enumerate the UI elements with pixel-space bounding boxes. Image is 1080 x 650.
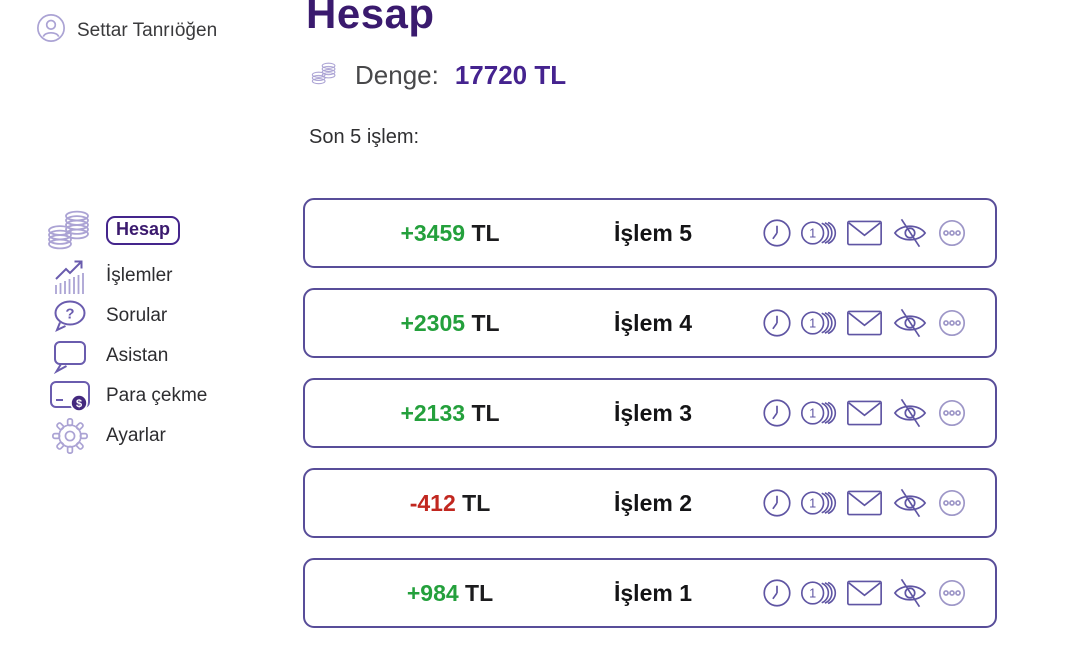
recent-transactions-header: Son 5 işlem: xyxy=(309,126,420,148)
svg-text:1: 1 xyxy=(809,317,816,331)
sidebar-item-asistan[interactable]: Asistan xyxy=(42,336,207,376)
sidebar-item-label: Hesap xyxy=(106,215,181,245)
transactions-list: +3459 TL İşlem 5 1 xyxy=(303,198,997,628)
mail-icon[interactable] xyxy=(846,219,883,247)
amount-value: +984 xyxy=(406,579,459,606)
transaction-amount: +984 TL xyxy=(350,580,550,607)
amount-currency: TL xyxy=(465,579,494,606)
sidebar-item-label: Sorular xyxy=(106,305,168,326)
amount-value: +3459 xyxy=(400,219,466,246)
profile-button[interactable]: Settar Tanrıöğen xyxy=(36,13,217,48)
amount-currency: TL xyxy=(471,399,500,426)
balance-value: 17720 TL xyxy=(454,60,567,90)
gear-icon xyxy=(42,417,98,455)
coin-stack-icon[interactable]: 1 xyxy=(800,578,838,608)
mail-icon[interactable] xyxy=(846,489,883,517)
coin-stack-icon[interactable]: 1 xyxy=(800,308,838,338)
sidebar-item-label: Asistan xyxy=(106,345,169,366)
transaction-label: İşlem 3 xyxy=(614,399,692,426)
transaction-row: -412 TL İşlem 2 1 xyxy=(303,468,997,538)
coins-icon xyxy=(42,207,98,253)
svg-text:1: 1 xyxy=(809,407,816,421)
user-avatar-icon xyxy=(36,13,66,48)
amount-value: +2133 xyxy=(400,399,466,426)
eye-off-icon[interactable] xyxy=(891,486,929,520)
mail-icon[interactable] xyxy=(846,399,883,427)
mail-icon[interactable] xyxy=(846,309,883,337)
sidebar-nav: Hesap İşlemler ? Sorular xyxy=(42,204,207,456)
clock-icon[interactable] xyxy=(762,578,792,608)
clock-icon[interactable] xyxy=(762,398,792,428)
transaction-row: +2133 TL İşlem 3 1 xyxy=(303,378,997,448)
balance-row: Denge: 17720 TL xyxy=(310,58,566,93)
chat-bubble-icon xyxy=(42,338,98,374)
transaction-label: İşlem 2 xyxy=(614,489,692,516)
user-name: Settar Tanrıöğen xyxy=(77,19,218,41)
mail-icon[interactable] xyxy=(846,579,883,607)
svg-text:$: $ xyxy=(76,398,82,410)
transaction-label: İşlem 4 xyxy=(614,309,692,336)
more-options-icon[interactable] xyxy=(937,488,967,518)
coins-icon xyxy=(310,58,339,93)
sidebar-item-ayarlar[interactable]: Ayarlar xyxy=(42,416,207,456)
transaction-actions: 1 xyxy=(762,396,967,430)
svg-text:?: ? xyxy=(65,306,74,323)
transaction-label: İşlem 5 xyxy=(614,219,692,246)
amount-value: -412 xyxy=(409,489,456,516)
transaction-amount: +2133 TL xyxy=(350,400,550,427)
eye-off-icon[interactable] xyxy=(891,576,929,610)
card-withdraw-icon: $ xyxy=(42,377,98,415)
amount-value: +2305 xyxy=(400,309,466,336)
chart-growth-icon xyxy=(42,256,98,296)
amount-currency: TL xyxy=(471,309,500,336)
sidebar-item-label: İşlemler xyxy=(106,265,173,286)
sidebar-item-sorular[interactable]: ? Sorular xyxy=(42,296,207,336)
sidebar-item-para-cekme[interactable]: $ Para çekme xyxy=(42,376,207,416)
clock-icon[interactable] xyxy=(762,308,792,338)
clock-icon[interactable] xyxy=(762,488,792,518)
transaction-actions: 1 xyxy=(762,486,967,520)
svg-text:1: 1 xyxy=(809,587,816,601)
amount-currency: TL xyxy=(471,219,500,246)
eye-off-icon[interactable] xyxy=(891,306,929,340)
more-options-icon[interactable] xyxy=(937,218,967,248)
more-options-icon[interactable] xyxy=(937,308,967,338)
svg-text:1: 1 xyxy=(809,497,816,511)
transaction-row: +2305 TL İşlem 4 1 xyxy=(303,288,997,358)
page-title: Hesap xyxy=(306,0,435,37)
sidebar-item-hesap[interactable]: Hesap xyxy=(42,204,207,256)
more-options-icon[interactable] xyxy=(937,398,967,428)
transaction-actions: 1 xyxy=(762,306,967,340)
coin-stack-icon[interactable]: 1 xyxy=(800,488,838,518)
transaction-actions: 1 xyxy=(762,576,967,610)
transaction-actions: 1 xyxy=(762,216,967,250)
transaction-amount: -412 TL xyxy=(350,490,550,517)
amount-currency: TL xyxy=(462,489,491,516)
transaction-row: +3459 TL İşlem 5 1 xyxy=(303,198,997,268)
transaction-amount: +2305 TL xyxy=(350,310,550,337)
eye-off-icon[interactable] xyxy=(891,396,929,430)
question-bubble-icon: ? xyxy=(42,298,98,334)
eye-off-icon[interactable] xyxy=(891,216,929,250)
more-options-icon[interactable] xyxy=(937,578,967,608)
coin-stack-icon[interactable]: 1 xyxy=(800,218,838,248)
coin-stack-icon[interactable]: 1 xyxy=(800,398,838,428)
transaction-label: İşlem 1 xyxy=(614,579,692,606)
balance-label: Denge: xyxy=(355,60,439,90)
transaction-row: +984 TL İşlem 1 1 xyxy=(303,558,997,628)
sidebar-item-islemler[interactable]: İşlemler xyxy=(42,256,207,296)
sidebar-item-label: Para çekme xyxy=(106,385,208,406)
transaction-amount: +3459 TL xyxy=(350,220,550,247)
clock-icon[interactable] xyxy=(762,218,792,248)
svg-text:1: 1 xyxy=(809,227,816,241)
sidebar-item-label: Ayarlar xyxy=(106,425,166,446)
